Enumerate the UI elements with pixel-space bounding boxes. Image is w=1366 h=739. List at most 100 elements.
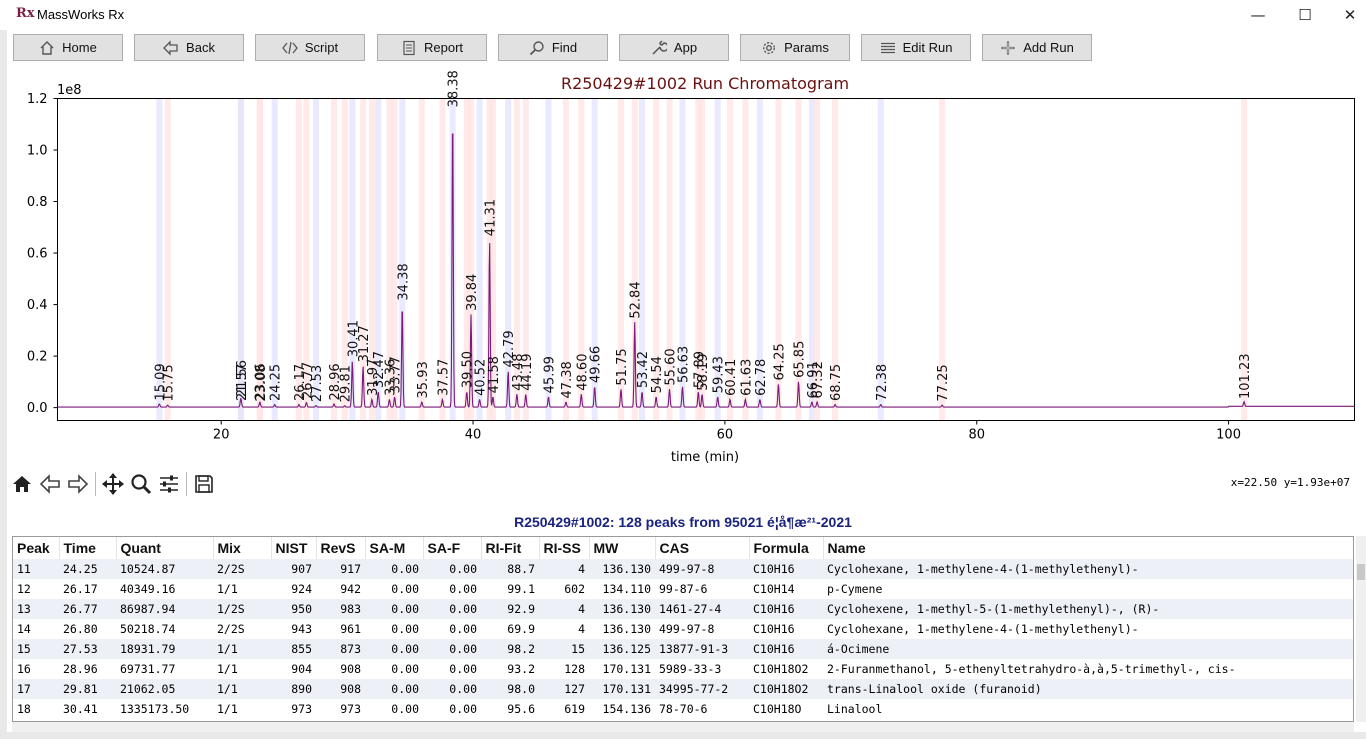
column-header[interactable]: Name (823, 537, 1353, 559)
peak-label: 55.60 (663, 348, 678, 385)
save-icon (195, 475, 213, 493)
peak-label: 61.63 (739, 359, 754, 396)
peak-band (256, 98, 263, 421)
plot-forward-button[interactable] (64, 470, 92, 498)
peak-band (391, 98, 398, 421)
column-header[interactable]: SA-M (365, 537, 424, 559)
home-button[interactable]: Home (13, 34, 123, 61)
script-button[interactable]: Script (255, 34, 365, 61)
table-cell: 0.00 (365, 659, 423, 679)
table-cell: 602 (539, 579, 589, 599)
column-header[interactable]: Mix (213, 537, 272, 559)
x-tick-label: 60 (717, 428, 734, 443)
table-cell: 0.00 (423, 599, 481, 619)
table-cell: Linalool (823, 699, 1353, 719)
peak-band (832, 98, 839, 421)
table-row[interactable]: 11 24.25 10524.87 2/2S 907 917 0.00 0.00 88.7 4 13… (13, 559, 1353, 579)
peak-label: 66.91 (806, 361, 821, 398)
add-run-button[interactable]: Add Run (982, 34, 1092, 61)
peak-label: 72.38 (875, 364, 890, 401)
table-cell: 12 (13, 579, 59, 599)
peak-band (418, 98, 425, 421)
peak-label: 68.75 (829, 364, 844, 401)
column-header[interactable]: RevS (316, 537, 366, 559)
table-row[interactable]: 13 26.77 86987.94 1/2S 950 983 0.00 0.00 92.9 4 13… (13, 599, 1353, 619)
column-header[interactable]: Peak (13, 537, 60, 559)
column-header[interactable]: Quant (116, 537, 214, 559)
table-row[interactable]: 12 26.17 40349.16 1/1 924 942 0.00 0.00 99.1 602 1… (13, 579, 1353, 599)
table-cell: 13877-91-3 (655, 639, 749, 659)
peak-label: 34.38 (396, 263, 411, 300)
peak-band (349, 98, 356, 421)
column-header[interactable]: Formula (749, 537, 824, 559)
table-row[interactable]: 17 29.81 21062.05 1/1 890 908 0.00 0.00 98.0 127 1… (13, 679, 1353, 699)
table-cell: 973 (271, 699, 316, 719)
x-axis-ticks: 20 40 60 80 100 (213, 420, 1241, 443)
column-header[interactable]: RI-Fit (481, 537, 540, 559)
table-cell: 24.25 (59, 559, 116, 579)
table-cell: 0.00 (423, 659, 481, 679)
column-header[interactable]: SA-F (423, 537, 482, 559)
table-cell: 21062.05 (116, 679, 213, 699)
table-cell: 14 (13, 619, 59, 639)
table-cell: Cyclohexane, 1-methylene-4-(1-methylethe… (823, 559, 1353, 579)
report-button[interactable]: Report (377, 34, 487, 61)
peaks-table[interactable]: Peak Time Quant Mix NIST RevS SA-M SA-F RI-Fit RI… (13, 537, 1353, 719)
table-cell: 11 (13, 559, 59, 579)
plot-back-button[interactable] (36, 470, 64, 498)
column-header[interactable]: MW (589, 537, 656, 559)
window-title: MassWorks Rx (37, 7, 125, 22)
peak-label: 26.17 (293, 364, 308, 401)
peak-band (476, 98, 483, 421)
home-button-label: Home (62, 40, 97, 55)
table-row[interactable]: 18 30.41 1335173.50 1/1 973 973 0.00 0.00 95.6 61… (13, 699, 1353, 719)
table-cell: C10H16 (749, 619, 823, 639)
list-icon (880, 42, 895, 53)
maximize-button[interactable]: ☐ (1298, 6, 1312, 24)
plot-zoom-button[interactable] (127, 470, 155, 498)
plot-configure-button[interactable] (155, 470, 183, 498)
table-cell: 1/1 (213, 699, 271, 719)
plot-home-button[interactable] (8, 470, 36, 498)
peak-band (814, 98, 821, 421)
edit-run-button[interactable]: Edit Run (861, 34, 971, 61)
configure-icon (160, 475, 178, 493)
y-tick-label: 0.4 (27, 298, 48, 313)
peaks-table-container: Peak Time Quant Mix NIST RevS SA-M SA-F RI-Fit RI… (12, 536, 1354, 722)
table-cell: 908 (316, 659, 365, 679)
table-cell: 13 (13, 599, 59, 619)
peak-label: 27.53 (310, 365, 325, 402)
peak-band (237, 98, 244, 421)
params-button[interactable]: Params (740, 34, 850, 61)
column-header[interactable]: RI-SS (539, 537, 590, 559)
table-cell: 1/1 (213, 679, 271, 699)
column-header[interactable]: Time (59, 537, 117, 559)
table-row[interactable]: 16 28.96 69731.77 1/1 904 908 0.00 0.00 93.2 128 1… (13, 659, 1353, 679)
table-cell: 0.00 (365, 619, 423, 639)
back-button[interactable]: Back (134, 34, 244, 61)
table-row[interactable]: 15 27.53 18931.79 1/1 855 873 0.00 0.00 98.2 15 13… (13, 639, 1353, 659)
table-cell: 78-70-6 (655, 699, 749, 719)
column-header[interactable]: CAS (655, 537, 750, 559)
table-horizontal-scrollbar[interactable] (12, 722, 1354, 732)
table-vertical-scrollbar[interactable] (1356, 536, 1366, 722)
minimize-button[interactable]: — (1250, 6, 1266, 24)
table-cell: 0.00 (365, 559, 423, 579)
table-cell: 98.0 (481, 679, 539, 699)
peaks-table-title: R250429#1002: 128 peaks from 95021 é¦å¶æ… (514, 514, 852, 530)
peak-band (271, 98, 278, 421)
y-tick-label: 1.0 (27, 144, 48, 159)
find-button[interactable]: Find (498, 34, 608, 61)
app-button[interactable]: App (619, 34, 729, 61)
peak-band (295, 98, 302, 421)
plot-save-button[interactable] (190, 470, 218, 498)
scrollbar-thumb[interactable] (1357, 564, 1365, 580)
home-icon (13, 476, 31, 492)
x-tick-label: 100 (1216, 428, 1241, 443)
plot-pan-button[interactable] (99, 470, 127, 498)
table-row[interactable]: 14 26.80 50218.74 2/2S 943 961 0.00 0.00 69.9 4 13… (13, 619, 1353, 639)
table-cell: 16 (13, 659, 59, 679)
close-button[interactable]: ✕ (1343, 6, 1357, 24)
column-header[interactable]: NIST (271, 537, 317, 559)
